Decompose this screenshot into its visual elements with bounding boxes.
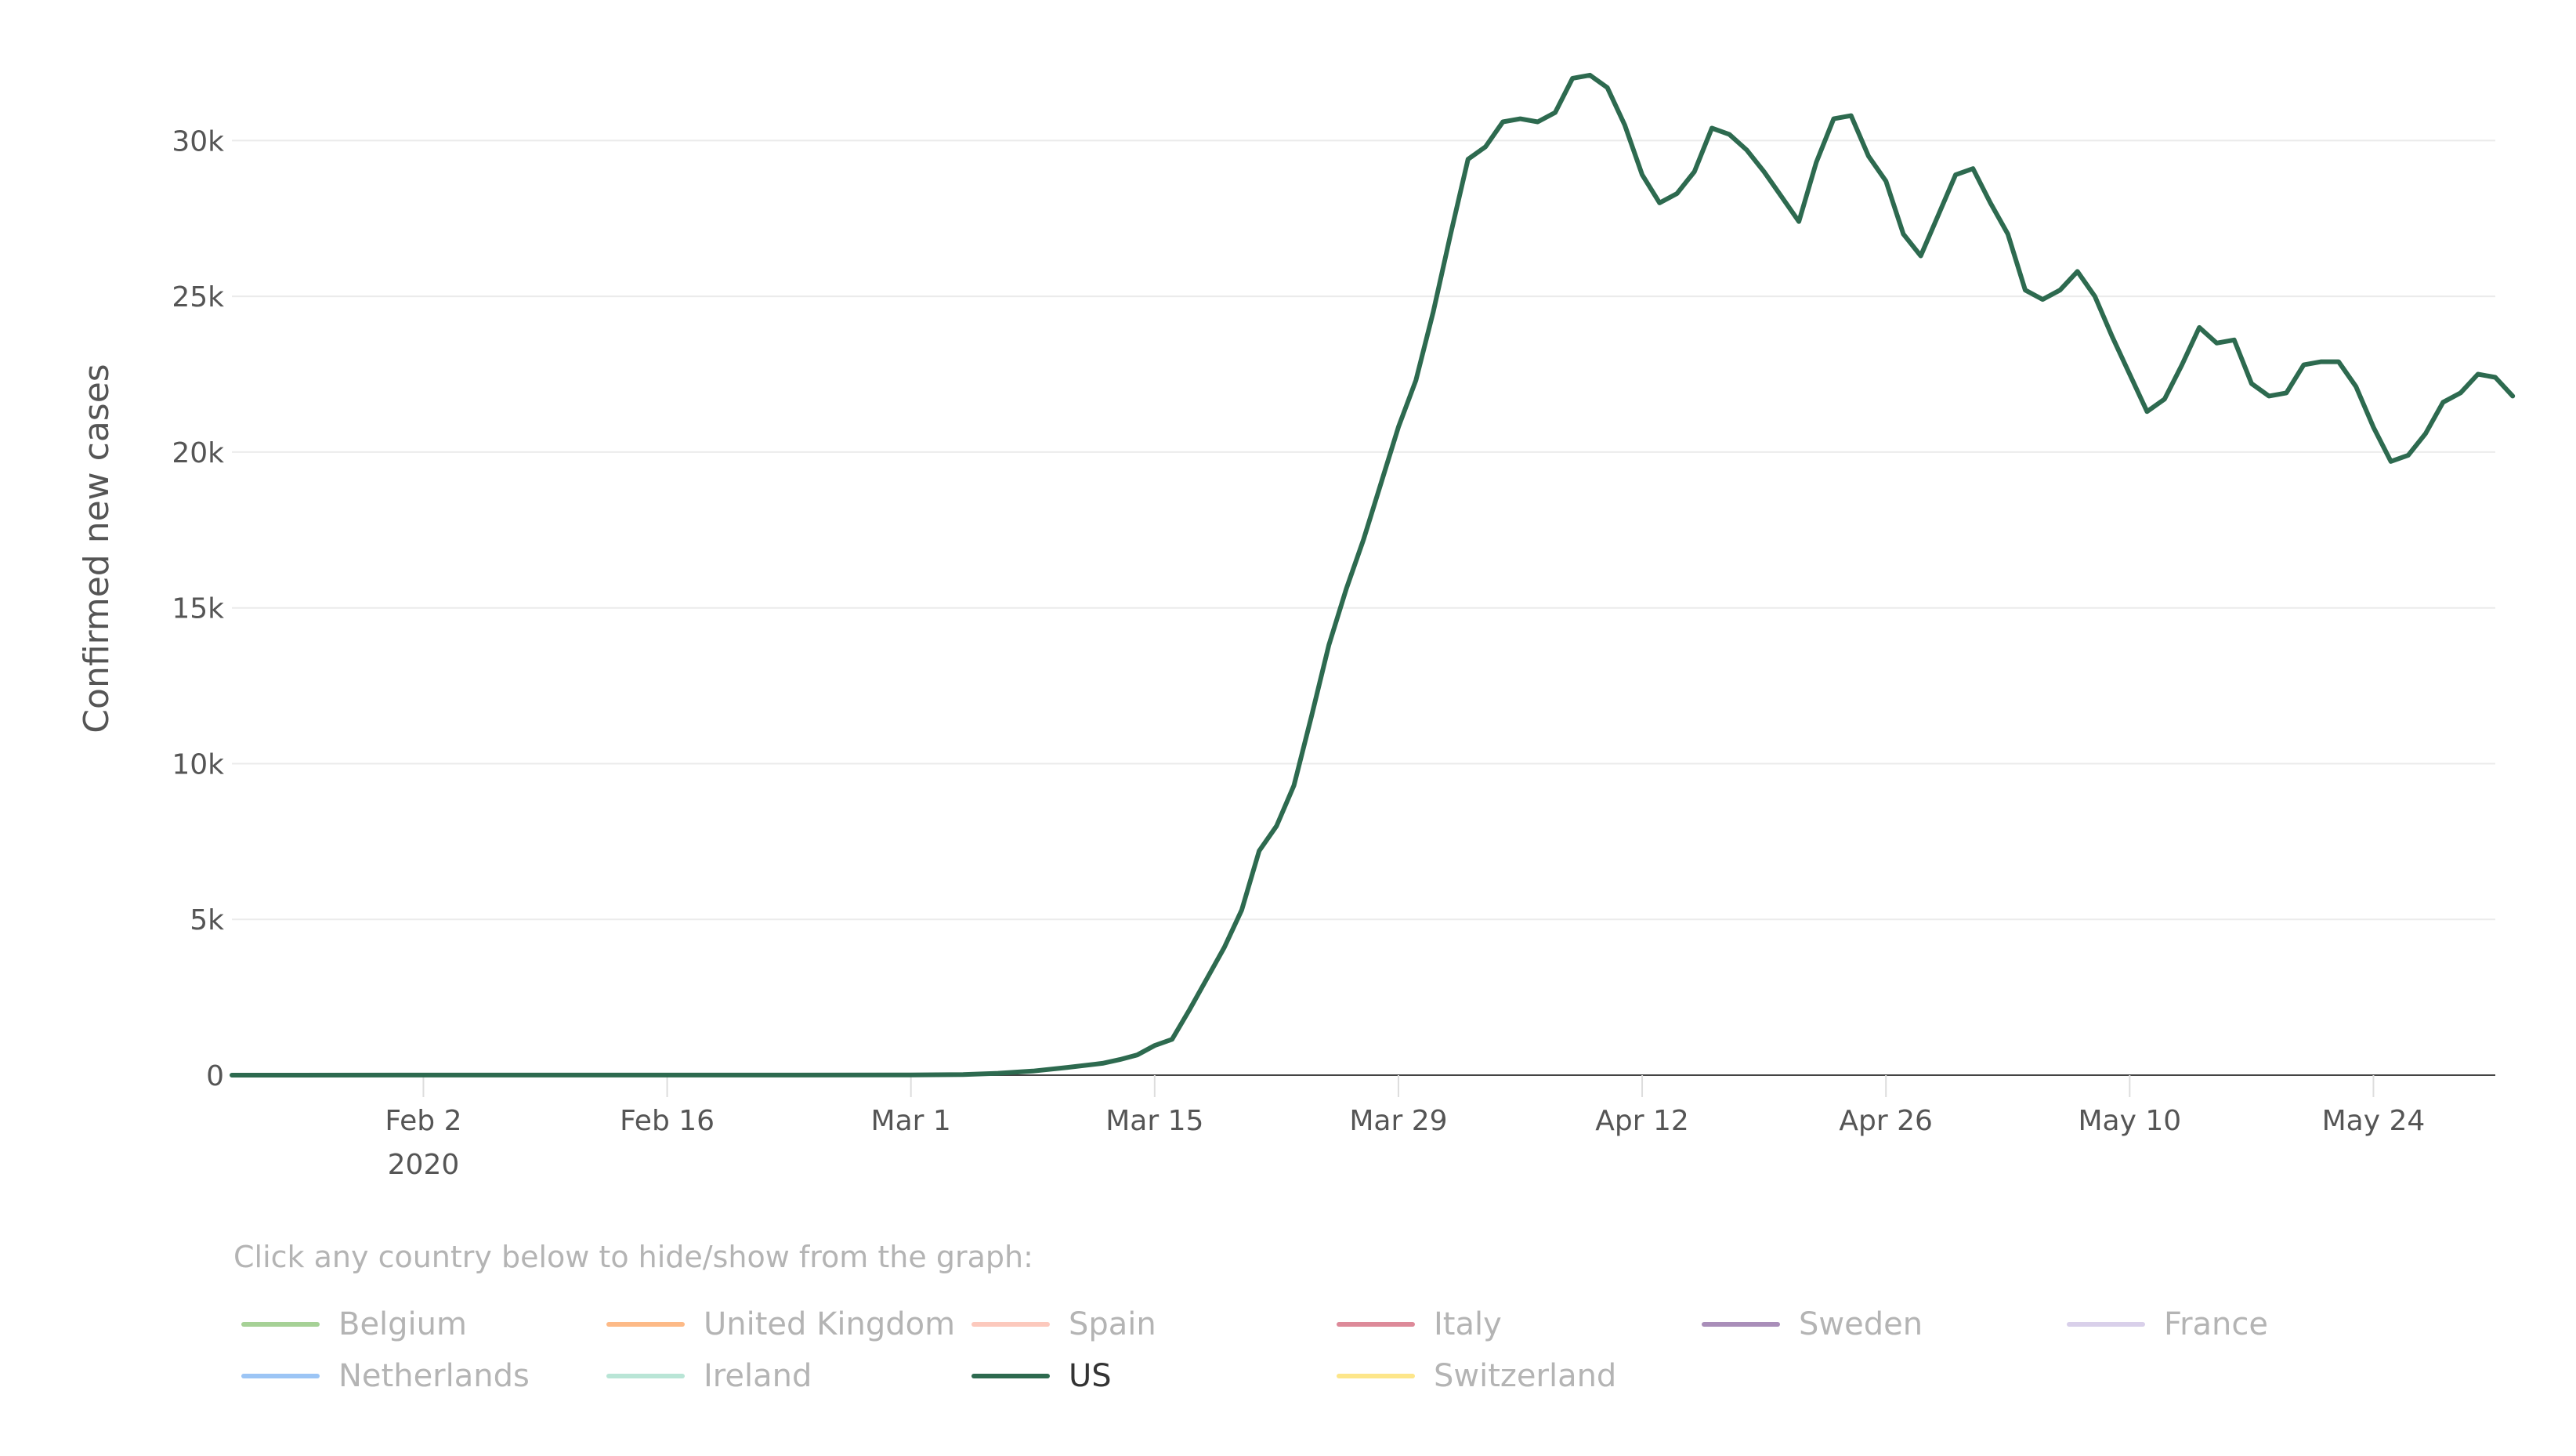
legend-label: Ireland	[704, 1358, 812, 1394]
legend-label: Sweden	[1799, 1306, 1923, 1342]
legend-label: United Kingdom	[704, 1306, 956, 1342]
legend-swatch	[606, 1322, 685, 1327]
legend-label: US	[1069, 1358, 1112, 1394]
legend-swatch	[1702, 1322, 1780, 1327]
legend-swatch	[241, 1322, 320, 1327]
legend-swatch	[241, 1374, 320, 1378]
y-tick-label: 0	[206, 1060, 224, 1092]
legend-item-ireland[interactable]: Ireland	[606, 1353, 812, 1400]
legend-item-netherlands[interactable]: Netherlands	[241, 1353, 530, 1400]
legend-hint: Click any country below to hide/show fro…	[233, 1240, 1033, 1274]
y-tick-label: 20k	[172, 437, 224, 469]
legend-swatch	[1337, 1322, 1415, 1327]
legend-label: Spain	[1069, 1306, 1156, 1342]
x-tick-label: Feb 16	[620, 1105, 715, 1137]
x-tick-label: Apr 12	[1595, 1105, 1689, 1137]
x-axis: Feb 2 2020 Feb 16 Mar 1 Mar 15 Mar 29 Apr 12 Ap…	[385, 1075, 2425, 1181]
y-tick-label: 25k	[172, 281, 224, 313]
y-tick-label: 10k	[172, 748, 224, 781]
legend-label: Switzerland	[1434, 1358, 1617, 1394]
legend-item-belgium[interactable]: Belgium	[241, 1301, 467, 1348]
legend-item-spain[interactable]: Spain	[971, 1301, 1156, 1348]
legend-label: Belgium	[338, 1306, 467, 1342]
y-axis: 0 5k 10k 15k 20k 25k 30k	[172, 125, 224, 1092]
x-tick-label: Mar 1	[871, 1105, 951, 1137]
legend-item-united-kingdom[interactable]: United Kingdom	[606, 1301, 955, 1348]
legend-label: Italy	[1434, 1306, 1502, 1342]
legend-item-us[interactable]: US	[971, 1353, 1112, 1400]
legend-swatch	[971, 1374, 1050, 1378]
series-layer	[230, 72, 2516, 1078]
y-tick-label: 5k	[190, 904, 224, 936]
x-tick-label: May 10	[2078, 1105, 2181, 1137]
legend-label: France	[2164, 1306, 2269, 1342]
series-line-us	[230, 72, 2516, 1078]
x-tick-label: Feb 2	[385, 1105, 461, 1137]
x-tick-label: May 24	[2322, 1105, 2426, 1137]
y-axis-title: Confirmed new cases	[77, 364, 117, 733]
legend-item-sweden[interactable]: Sweden	[1702, 1301, 1923, 1348]
x-tick-sublabel: 2020	[388, 1149, 460, 1181]
y-tick-label: 30k	[172, 125, 224, 158]
legend-item-italy[interactable]: Italy	[1337, 1301, 1502, 1348]
legend-item-france[interactable]: France	[2067, 1301, 2268, 1348]
legend-swatch	[1337, 1374, 1415, 1378]
x-tick-label: Apr 26	[1839, 1105, 1933, 1137]
y-tick-label: 15k	[172, 593, 224, 625]
grid	[232, 139, 2495, 1076]
legend-swatch	[971, 1322, 1050, 1327]
legend-swatch	[2067, 1322, 2145, 1327]
x-tick-label: Mar 15	[1105, 1105, 1203, 1137]
x-tick-label: Mar 29	[1349, 1105, 1447, 1137]
legend-label: Netherlands	[338, 1358, 530, 1394]
legend-swatch	[606, 1374, 685, 1378]
legend-item-switzerland[interactable]: Switzerland	[1337, 1353, 1616, 1400]
